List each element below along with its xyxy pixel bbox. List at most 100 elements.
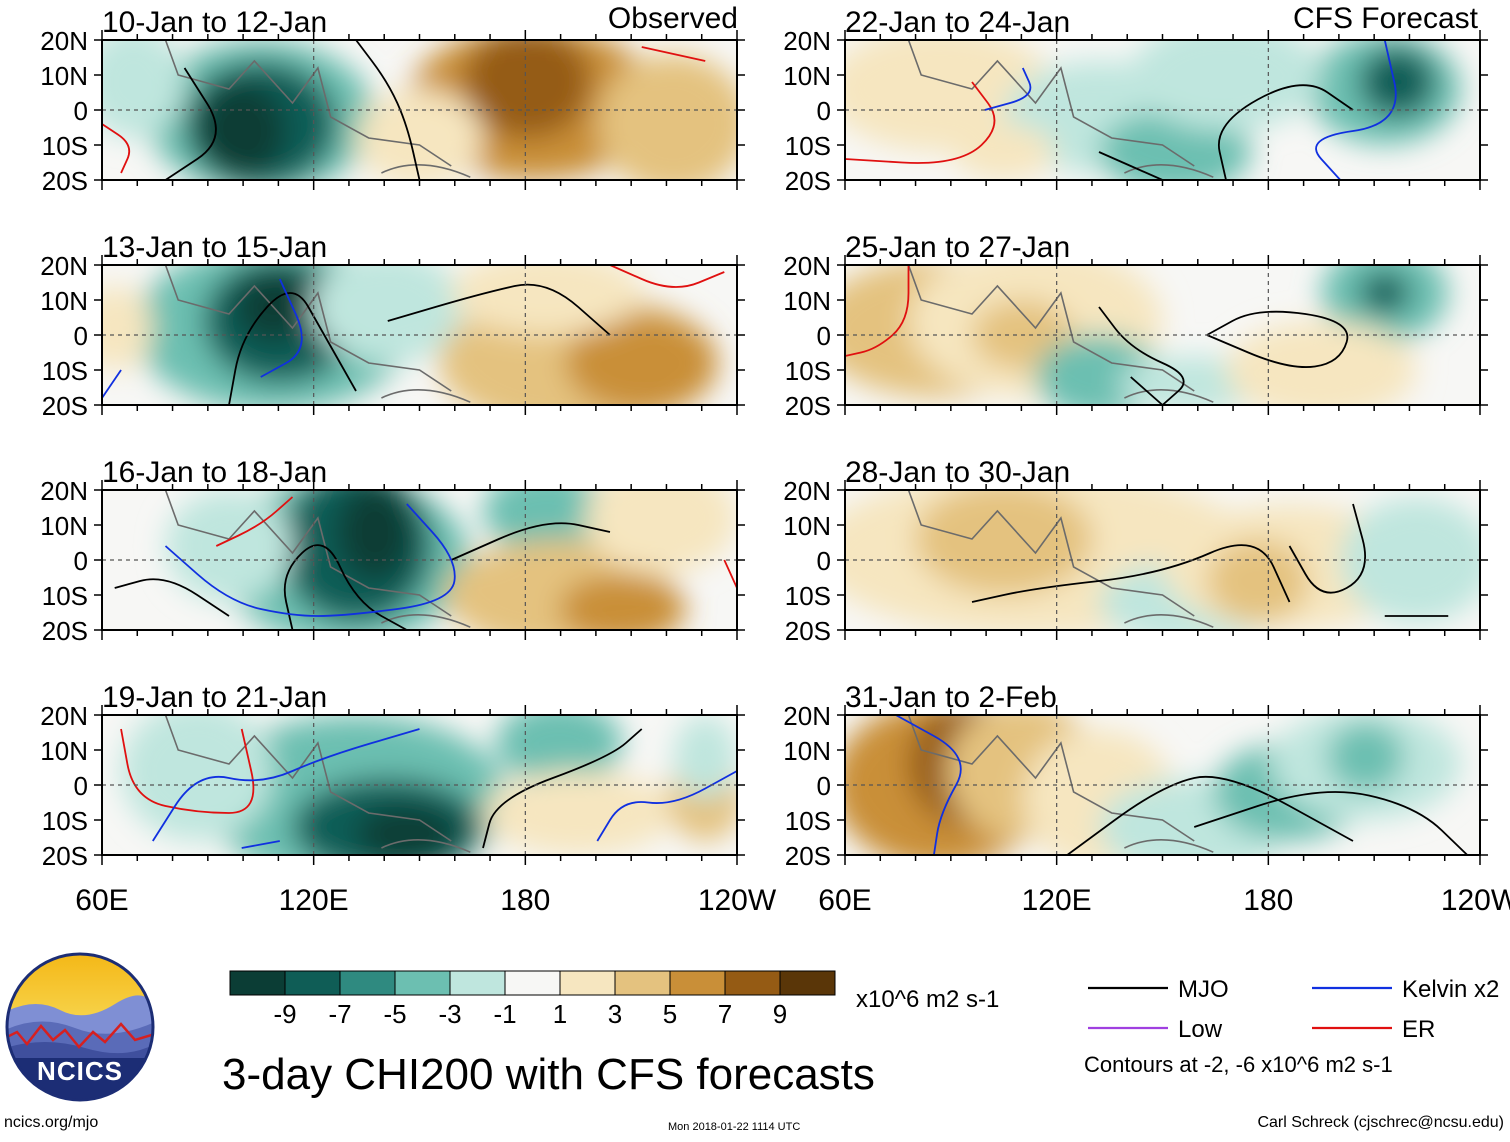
colorbar-swatch (724, 970, 781, 996)
anomaly-shading (1340, 497, 1480, 623)
contour-line (355, 40, 421, 180)
coastline (907, 265, 1195, 392)
coastline (164, 265, 452, 392)
lat-tick-label: 20N (40, 251, 88, 281)
colorbar-swatch (559, 970, 616, 996)
lat-tick-label: 0 (74, 321, 88, 351)
lat-tick-label: 0 (74, 546, 88, 576)
timestamp: Mon 2018-01-22 1114 UTC (668, 1121, 801, 1133)
contour-legend: MJO Kelvin x2 Low ER (1088, 976, 1499, 1043)
lat-tick-label: 10N (40, 511, 88, 541)
lat-tick-label: 0 (817, 96, 831, 126)
legend-label: MJO (1178, 976, 1229, 1003)
coastline (907, 715, 1195, 842)
coastline (164, 715, 452, 842)
map-panel: 28-Jan to 30-Jan 20N 10N 0 10S 20S (783, 456, 1488, 646)
lat-tick-label: 10S (785, 581, 831, 611)
contour-line (241, 840, 280, 849)
contour-line (845, 265, 910, 357)
contour-line (450, 522, 611, 561)
logo-text: NCICS (37, 1056, 123, 1086)
anomaly-shading (1226, 321, 1417, 405)
contour-line (164, 503, 456, 617)
coastline (381, 164, 471, 178)
legend-label: Low (1178, 1016, 1223, 1043)
coastline (1124, 614, 1214, 628)
lat-tick-label: 10S (42, 581, 88, 611)
coastline (164, 40, 452, 167)
contour-line (1098, 151, 1163, 180)
anomaly-shading (952, 124, 1055, 180)
lon-tick-label: 120W (1441, 884, 1510, 917)
anomaly-shading (121, 715, 274, 841)
colorbar-tick-label: 5 (663, 999, 677, 1029)
legend-label: ER (1402, 1016, 1435, 1043)
panel-date-label: 13-Jan to 15-Jan (102, 231, 327, 264)
panel-date-label: 28-Jan to 30-Jan (845, 456, 1070, 489)
colorbar-tick-label: 3 (608, 999, 622, 1029)
anomaly-shading (597, 54, 737, 180)
lat-tick-label: 20S (42, 841, 88, 871)
anomaly-shading (1327, 722, 1404, 792)
forecast-header: CFS Forecast (1292, 2, 1478, 35)
lat-tick-label: 0 (74, 771, 88, 801)
lon-tick-label: 120E (279, 884, 349, 917)
anomaly-shading (336, 490, 414, 581)
anomaly-shading (197, 82, 287, 180)
lat-tick-label: 10N (40, 286, 88, 316)
contour-line (114, 578, 230, 617)
lon-tick-label: 60E (818, 884, 871, 917)
anomaly-shading (845, 40, 1055, 152)
lat-tick-label: 10N (783, 61, 831, 91)
lat-tick-label: 20S (785, 841, 831, 871)
lat-tick-label: 20S (785, 391, 831, 421)
anomaly-shading (495, 715, 623, 785)
colorbar-tick-label: -5 (383, 999, 406, 1029)
lat-tick-label: 20S (785, 616, 831, 646)
lat-tick-label: 0 (817, 321, 831, 351)
contour-line (609, 265, 725, 288)
contour-line (215, 496, 294, 547)
contour-line (260, 278, 303, 378)
contour-line (228, 292, 357, 405)
coastline (907, 490, 1195, 617)
lat-tick-label: 10S (42, 356, 88, 386)
lat-tick-label: 10S (42, 806, 88, 836)
coastline (381, 839, 471, 853)
lat-tick-label: 20N (40, 26, 88, 56)
colorbar-swatch (339, 970, 396, 996)
ncics-logo: NCICS (5, 952, 155, 1102)
anomaly-shading (165, 490, 293, 602)
lat-tick-label: 10N (40, 61, 88, 91)
lat-tick-label: 20S (785, 166, 831, 196)
anomaly-shading (463, 40, 591, 138)
lat-tick-label: 10S (785, 356, 831, 386)
map-panel: 16-Jan to 18-Jan 20N 10N 0 10S 20S (40, 456, 745, 646)
contour-line (482, 728, 643, 849)
coastline (1124, 389, 1214, 403)
colorbar-swatch (394, 970, 451, 996)
site-link[interactable]: ncics.org/mjo (4, 1114, 99, 1131)
colorbar-tick-label: 1 (553, 999, 567, 1029)
lat-tick-label: 0 (817, 771, 831, 801)
colorbar-tick-label: -9 (273, 999, 296, 1029)
lat-tick-label: 0 (74, 96, 88, 126)
anomaly-shading (102, 40, 185, 138)
panel-date-label: 31-Jan to 2-Feb (845, 681, 1057, 714)
credit-text: Carl Schreck (cjschrec@ncsu.edu) (1257, 1114, 1504, 1131)
contour-line (1288, 503, 1367, 594)
contour-line (1217, 84, 1354, 180)
legend-label: Kelvin x2 (1402, 976, 1499, 1003)
colorbar-tick-label: -7 (328, 999, 351, 1029)
contour-line (971, 544, 1291, 603)
lon-tick-label: 180 (1243, 884, 1293, 917)
map-panel: 19-Jan to 21-Jan 20N 10N 0 10S 20S (40, 681, 745, 871)
anomaly-shading (451, 265, 642, 335)
anomaly-shading (483, 490, 610, 553)
colorbar-swatch (779, 970, 836, 996)
contour-line (1315, 40, 1397, 180)
anomaly-shading (1130, 40, 1322, 131)
panel-date-label: 25-Jan to 27-Jan (845, 231, 1070, 264)
observed-header: Observed (607, 2, 738, 35)
panel-date-label: 22-Jan to 24-Jan (845, 6, 1070, 39)
